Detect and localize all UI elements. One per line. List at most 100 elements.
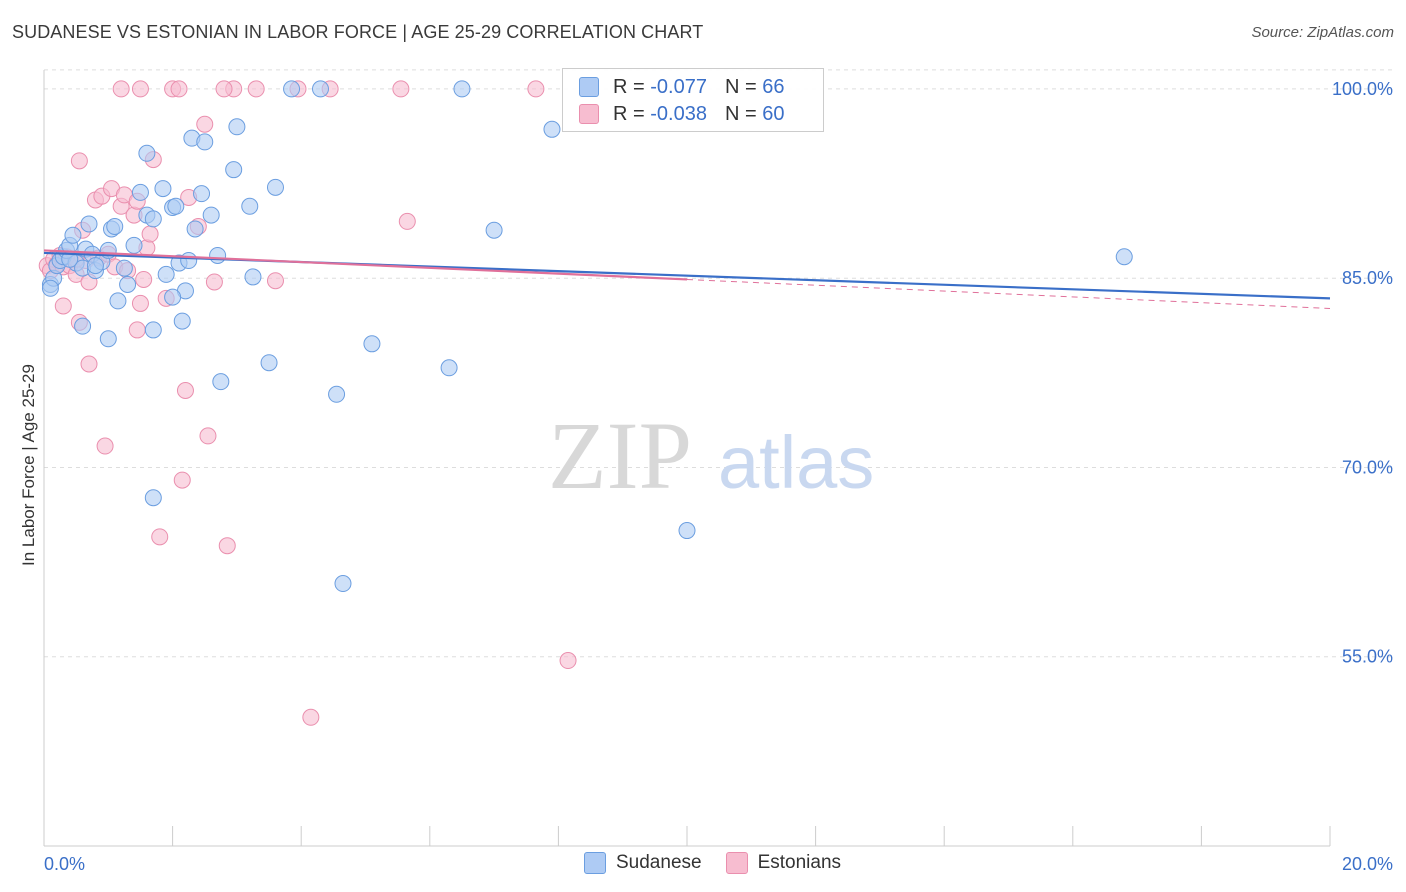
- y-tick-label: 70.0%: [1342, 457, 1393, 477]
- legend-item-estonians[interactable]: Estonians: [725, 852, 842, 874]
- tick-labels: 55.0% 70.0% 85.0% 100.0% 0.0% 20.0%: [44, 79, 1393, 874]
- sudanese-point: [212, 373, 230, 391]
- legend-r-label: R =: [613, 102, 645, 125]
- estonians-point: [173, 471, 191, 489]
- sudanese-point: [99, 330, 117, 348]
- estonians-point: [54, 297, 72, 315]
- series-legend: Sudanese Estonians: [584, 852, 865, 874]
- sudanese-point: [328, 385, 346, 403]
- estonians-point: [131, 80, 149, 98]
- estonians-point: [176, 381, 194, 399]
- trendlines: [43, 249, 1331, 309]
- estonians-point: [135, 270, 153, 288]
- y-axis-label: In Labor Force | Age 25-29: [19, 364, 38, 566]
- estonians-point: [266, 272, 284, 290]
- legend-label-estonians: Estonians: [757, 852, 842, 873]
- estonians-point: [96, 437, 114, 455]
- sudanese-point: [678, 522, 696, 540]
- sudanese-point: [311, 80, 329, 98]
- sudanese-point: [244, 268, 262, 286]
- y-tick-label: 100.0%: [1332, 79, 1393, 99]
- watermark-atlas: atlas: [718, 421, 874, 504]
- estonians-trendline-extension: [686, 278, 1331, 309]
- sudanese-point: [144, 321, 162, 339]
- estonians-point: [302, 708, 320, 726]
- sudanese-point: [202, 206, 220, 224]
- legend-row-sudanese: R = -0.077 N = 66: [579, 74, 784, 100]
- estonians-point: [70, 152, 88, 170]
- sudanese-point: [144, 210, 162, 228]
- legend-label-sudanese: Sudanese: [616, 852, 702, 873]
- sudanese-point: [283, 80, 301, 98]
- sudanese-point: [241, 197, 259, 215]
- estonians-legend-swatch: [725, 852, 748, 874]
- sudanese-point: [225, 161, 243, 179]
- sudanese-point: [453, 80, 471, 98]
- correlation-legend: R = -0.077 N = 66 R = -0.038 N = 60: [562, 68, 824, 132]
- estonians-point: [527, 80, 545, 98]
- legend-n-label: N =: [724, 102, 757, 125]
- sudanese-point: [80, 215, 98, 233]
- sudanese-point: [260, 354, 278, 372]
- sudanese-point: [144, 489, 162, 507]
- sudanese-point: [74, 317, 92, 335]
- y-tick-label: 85.0%: [1342, 268, 1393, 288]
- sudanese-point: [131, 183, 149, 201]
- sudanese-swatch: [579, 77, 599, 97]
- estonians-point: [170, 80, 188, 98]
- sudanese-point: [543, 120, 561, 138]
- sudanese-point: [186, 220, 204, 238]
- y-tick-label: 55.0%: [1342, 647, 1393, 667]
- legend-row-estonians: R = -0.038 N = 60: [579, 101, 784, 127]
- watermark-zip: ZIP: [548, 402, 692, 509]
- sudanese-point: [154, 180, 172, 198]
- estonians-point: [112, 80, 130, 98]
- sudanese-point: [109, 292, 127, 310]
- estonians-point: [199, 427, 217, 445]
- sudanese-point: [86, 257, 104, 275]
- sudanese-point: [119, 276, 137, 294]
- sudanese-point: [157, 265, 175, 283]
- estonians-swatch: [579, 104, 599, 124]
- sudanese-point: [266, 178, 284, 196]
- legend-n-label: N =: [724, 75, 757, 98]
- legend-r-label: R =: [613, 75, 645, 98]
- legend-item-sudanese[interactable]: Sudanese: [584, 852, 702, 874]
- sudanese-point: [209, 246, 227, 264]
- x-tick-label-max: 20.0%: [1342, 854, 1393, 874]
- estonians-point: [128, 321, 146, 339]
- sudanese-points: [41, 80, 1133, 593]
- estonians-point: [559, 652, 577, 670]
- estonians-point: [398, 212, 416, 230]
- sudanese-point: [193, 185, 211, 203]
- estonians-point: [215, 80, 233, 98]
- chart-title: SUDANESE VS ESTONIAN IN LABOR FORCE | AG…: [12, 22, 704, 42]
- sudanese-point: [334, 575, 352, 593]
- sudanese-point: [173, 312, 191, 330]
- sudanese-point: [64, 226, 82, 244]
- sudanese-point: [125, 236, 143, 254]
- axes: [43, 70, 1331, 847]
- legend-n-value-estonians: 60: [762, 102, 785, 125]
- estonians-point: [131, 294, 149, 312]
- legend-r-value-sudanese: -0.077: [650, 75, 707, 98]
- sudanese-point: [41, 279, 59, 297]
- sudanese-legend-swatch: [584, 852, 606, 874]
- sudanese-point: [164, 288, 182, 306]
- source-label: Source: ZipAtlas.com: [1251, 24, 1394, 41]
- estonians-points: [38, 80, 577, 726]
- sudanese-point: [1115, 248, 1133, 266]
- sudanese-point: [180, 252, 198, 270]
- estonians-trendline: [43, 249, 688, 281]
- sudanese-point: [196, 133, 214, 151]
- sudanese-point: [440, 359, 458, 377]
- sudanese-point: [138, 144, 156, 162]
- estonians-point: [392, 80, 410, 98]
- legend-r-value-estonians: -0.038: [650, 102, 707, 125]
- sudanese-point: [485, 221, 503, 239]
- estonians-point: [141, 225, 159, 243]
- estonians-point: [218, 537, 236, 555]
- sudanese-point: [363, 335, 381, 353]
- gridlines: [44, 69, 1392, 658]
